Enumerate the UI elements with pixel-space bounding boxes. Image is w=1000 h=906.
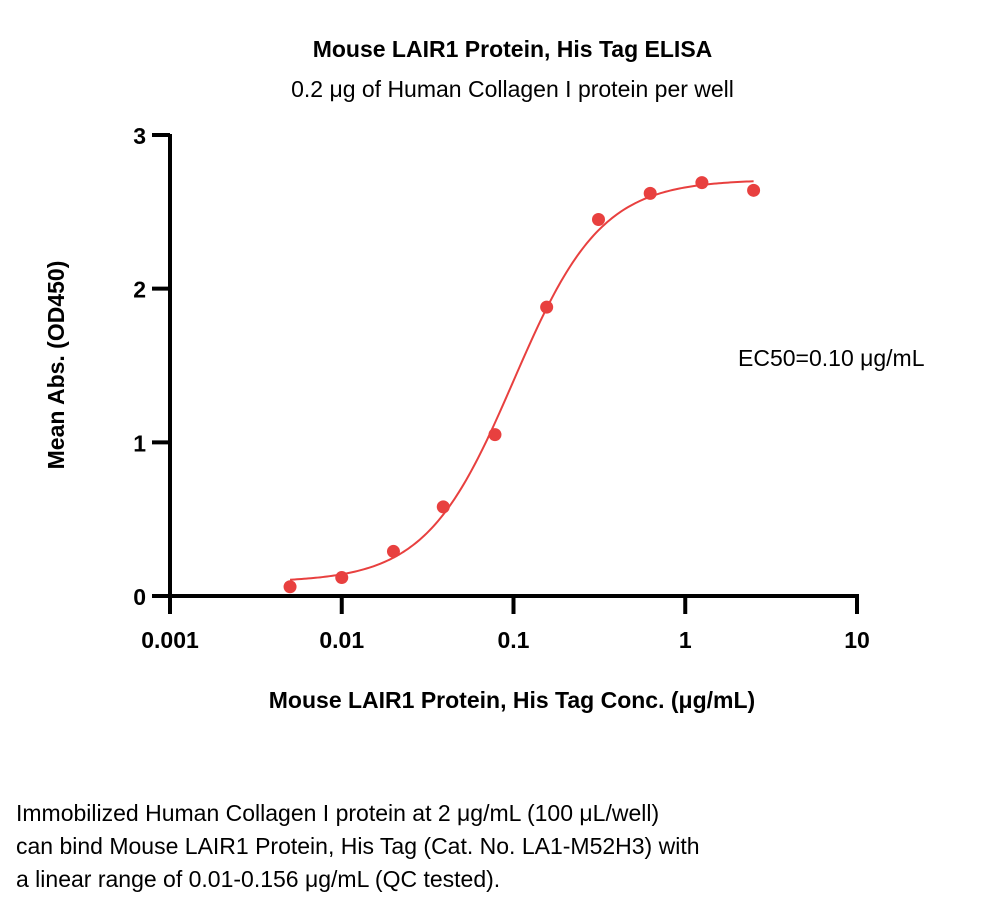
data-points xyxy=(283,176,761,594)
x-axis-label: Mouse LAIR1 Protein, His Tag Conc. (μg/m… xyxy=(269,687,755,713)
chart: 0 1 2 3 0.001 0.01 0.1 1 10 EC50=0.10 μg/mL Mous… xyxy=(43,123,925,713)
data-point xyxy=(283,580,297,594)
y-tick-label: 0 xyxy=(133,584,146,610)
caption-line: can bind Mouse LAIR1 Protein, His Tag (C… xyxy=(16,833,700,859)
axes xyxy=(152,133,859,614)
y-axis-label: Mean Abs. (OD450) xyxy=(43,261,69,470)
caption: Immobilized Human Collagen I protein at … xyxy=(16,797,916,896)
tick-labels: 0 1 2 3 0.001 0.01 0.1 1 10 xyxy=(133,123,870,653)
x-tick-label: 0.1 xyxy=(498,627,530,653)
chart-subtitle: 0.2 μg of Human Collagen I protein per w… xyxy=(291,76,734,102)
caption-line: a linear range of 0.01-0.156 μg/mL (QC t… xyxy=(16,866,501,892)
data-point xyxy=(747,183,761,197)
data-point xyxy=(591,213,605,227)
x-tick-label: 10 xyxy=(844,627,870,653)
data-point xyxy=(386,544,400,558)
data-point xyxy=(540,300,554,314)
data-point xyxy=(335,571,349,585)
data-point xyxy=(488,428,502,442)
data-point xyxy=(643,186,657,200)
x-tick-label: 1 xyxy=(679,627,692,653)
y-tick-label: 1 xyxy=(133,430,146,456)
data-point xyxy=(436,500,450,514)
ec50-annotation: EC50=0.10 μg/mL xyxy=(738,345,925,371)
fit-curve xyxy=(289,180,754,581)
chart-title: Mouse LAIR1 Protein, His Tag ELISA xyxy=(312,36,713,62)
y-tick-label: 2 xyxy=(133,277,146,303)
x-tick-label: 0.001 xyxy=(141,627,199,653)
caption-line: Immobilized Human Collagen I protein at … xyxy=(16,800,660,826)
data-point xyxy=(695,176,709,190)
y-tick-label: 3 xyxy=(133,123,146,149)
x-tick-label: 0.01 xyxy=(319,627,364,653)
